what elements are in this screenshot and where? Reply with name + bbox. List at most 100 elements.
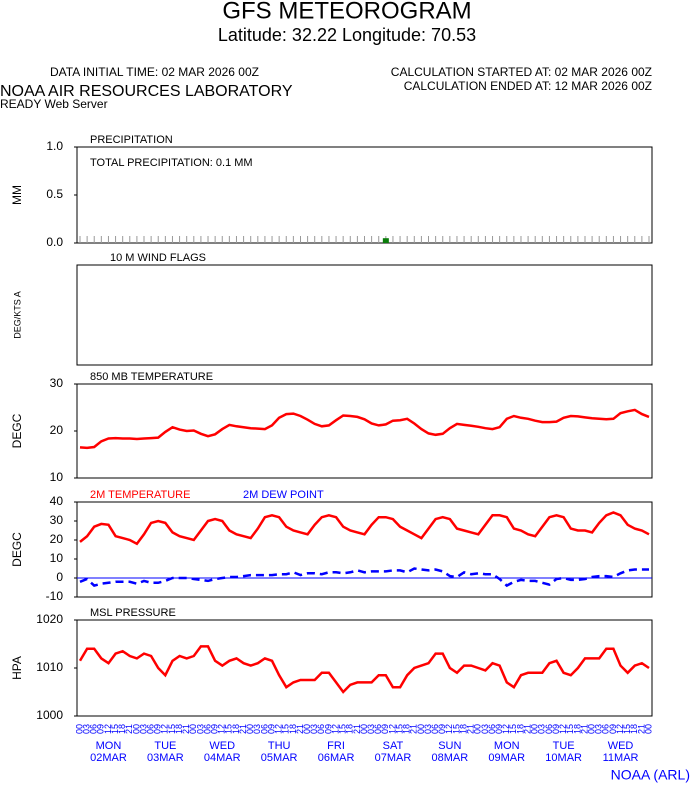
hour-label: 15: [565, 724, 575, 734]
hour-label: 12: [444, 724, 454, 734]
hour-label: 09: [96, 724, 106, 734]
hour-label: 15: [281, 724, 291, 734]
legend-entry: 2M DEW POINT: [243, 489, 324, 501]
hour-label: 03: [252, 724, 262, 734]
day-date: 07MAR: [375, 752, 412, 764]
annotation: TOTAL PRECIPITATION: 0.1 MM: [90, 157, 253, 169]
day-weekday: SAT: [383, 740, 404, 752]
hour-label: 06: [89, 724, 99, 734]
panel-title: 850 MB TEMPERATURE: [90, 371, 213, 383]
hour-label: 15: [394, 724, 404, 734]
hour-label: 06: [430, 724, 440, 734]
y-axis-label: HPA: [10, 656, 24, 680]
day-date: 02MAR: [90, 752, 127, 764]
hour-label: 09: [153, 724, 163, 734]
hour-label: 12: [387, 724, 397, 734]
panel-title: PRECIPITATION: [90, 134, 173, 146]
hour-label: 00: [359, 724, 369, 734]
hour-label: 18: [402, 724, 412, 734]
hour-label: 03: [366, 724, 376, 734]
calc-start: CALCULATION STARTED AT: 02 MAR 2026 00Z: [391, 65, 652, 79]
hour-label: 03: [480, 724, 490, 734]
hour-label: 06: [316, 724, 326, 734]
y-axis-label: MM: [10, 185, 24, 205]
hour-label: 18: [458, 724, 468, 734]
hour-label: 15: [451, 724, 461, 734]
hour-label: 03: [309, 724, 319, 734]
day-weekday: MON: [494, 740, 520, 752]
hour-label: 15: [338, 724, 348, 734]
y-tick-label: 10: [50, 551, 64, 565]
y-tick-label: 1.0: [46, 139, 63, 153]
y-tick-label: 20: [50, 423, 64, 437]
hour-label: 00: [530, 724, 540, 734]
series-line: [79, 567, 649, 588]
hour-label: 21: [409, 724, 419, 734]
y-tick-label: 0.0: [46, 235, 63, 249]
panel-frame: [76, 383, 653, 479]
hour-label: 21: [238, 724, 248, 734]
y-tick-label: 0.5: [46, 187, 63, 201]
panel-frame: [76, 619, 653, 717]
hour-label: 12: [217, 724, 227, 734]
hour-label: 12: [615, 724, 625, 734]
hour-label: 03: [81, 724, 91, 734]
hour-label: 15: [167, 724, 177, 734]
panel-frame: [76, 264, 653, 366]
hour-label: 15: [622, 724, 632, 734]
legend-entry: 2M TEMPERATURE: [90, 489, 190, 501]
series-line: [79, 408, 650, 450]
hour-label: 00: [586, 724, 596, 734]
day-date: 06MAR: [318, 752, 355, 764]
panel-title: MSL PRESSURE: [90, 607, 176, 619]
hour-label: 06: [259, 724, 269, 734]
hour-label: 06: [601, 724, 611, 734]
series-line: [78, 645, 650, 694]
hour-label: 00: [245, 724, 255, 734]
hour-label: 00: [302, 724, 312, 734]
hour-label: 21: [466, 724, 476, 734]
y-tick-label: 40: [50, 494, 64, 508]
hour-label: 00: [131, 724, 141, 734]
hour-label: 06: [544, 724, 554, 734]
calc-end: CALCULATION ENDED AT: 12 MAR 2026 00Z: [404, 79, 652, 93]
hour-label: 12: [160, 724, 170, 734]
day-weekday: TUE: [553, 740, 575, 752]
y-axis-label: DEG/KTS A: [12, 291, 22, 339]
y-tick-label: 30: [50, 376, 64, 390]
day-weekday: MON: [96, 740, 122, 752]
day-weekday: FRI: [327, 740, 345, 752]
day-weekday: WED: [209, 740, 235, 752]
y-tick-label: 20: [50, 532, 64, 546]
hour-label: 09: [608, 724, 618, 734]
hour-label: 09: [380, 724, 390, 734]
panel-frame: [76, 501, 653, 598]
day-weekday: WED: [608, 740, 634, 752]
hour-label: 12: [558, 724, 568, 734]
hour-label: 09: [210, 724, 220, 734]
server: READY Web Server: [0, 97, 108, 111]
hour-label: 21: [636, 724, 646, 734]
y-tick-label: 1020: [36, 612, 63, 626]
day-weekday: TUE: [154, 740, 176, 752]
hour-label: 15: [110, 724, 120, 734]
panel-title: 10 M WIND FLAGS: [110, 252, 206, 264]
subtitle: Latitude: 32.22 Longitude: 70.53: [218, 25, 476, 45]
hour-label: 00: [188, 724, 198, 734]
hour-label: 03: [537, 724, 547, 734]
precip-bar: [382, 238, 389, 243]
y-tick-label: 10: [50, 470, 64, 484]
y-tick-label: -10: [46, 589, 64, 603]
hour-label: 09: [551, 724, 561, 734]
day-date: 10MAR: [545, 752, 582, 764]
day-date: 09MAR: [488, 752, 525, 764]
hour-label: 18: [288, 724, 298, 734]
hour-label: 06: [373, 724, 383, 734]
y-axis-label: DEGC: [10, 532, 24, 567]
title: GFS METEOROGRAM: [222, 0, 471, 24]
hour-label: 03: [138, 724, 148, 734]
hour-label: 12: [103, 724, 113, 734]
hour-label: 12: [330, 724, 340, 734]
hour-label: 06: [202, 724, 212, 734]
hour-label: 15: [508, 724, 518, 734]
